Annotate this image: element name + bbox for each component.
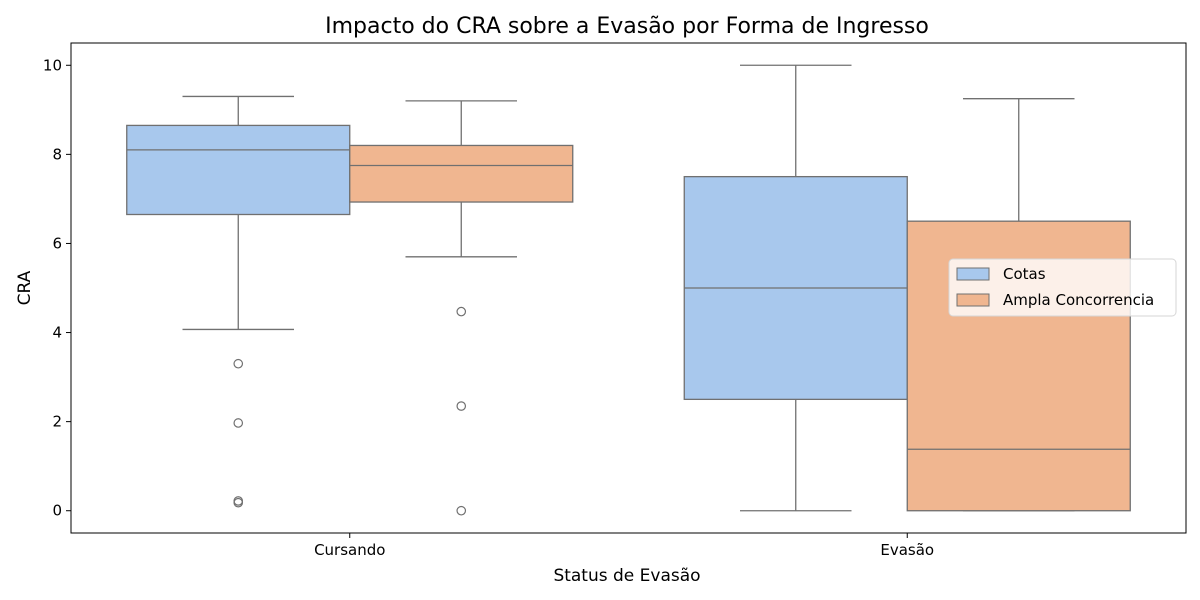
chart-title: Impacto do CRA sobre a Evasão por Forma … — [325, 14, 929, 39]
outlier-point — [456, 306, 467, 317]
y-tick-label: 10 — [43, 56, 62, 74]
plot-area: 0 2 4 6 8 10 Cursando Evasão Cotas Ampla Concorre… — [43, 42, 1187, 559]
x-axis-label: Status de Evasão — [553, 566, 700, 586]
outlier-point — [456, 505, 467, 516]
axes-frame — [70, 42, 1187, 534]
y-tick-label: 6 — [52, 234, 62, 252]
legend-box — [948, 258, 1177, 317]
y-tick-label: 2 — [52, 413, 62, 431]
legend-swatch — [956, 293, 990, 307]
y-tick-label: 4 — [52, 324, 62, 342]
box — [126, 124, 351, 216]
outlier-point — [233, 418, 244, 428]
y-tick-label: 0 — [52, 502, 62, 520]
legend-swatch — [956, 267, 990, 281]
legend-label: Ampla Concorrencia — [1003, 291, 1154, 309]
x-tick-label: Cursando — [314, 541, 385, 559]
x-tick-label: Evasão — [880, 541, 934, 559]
y-tick-label: 8 — [52, 145, 62, 163]
outlier-point — [233, 497, 244, 508]
box — [349, 144, 574, 203]
y-axis-label: CRA — [15, 270, 35, 305]
legend-label: Cotas — [1003, 265, 1046, 283]
outlier-point — [233, 358, 244, 369]
outlier-point — [456, 401, 467, 411]
